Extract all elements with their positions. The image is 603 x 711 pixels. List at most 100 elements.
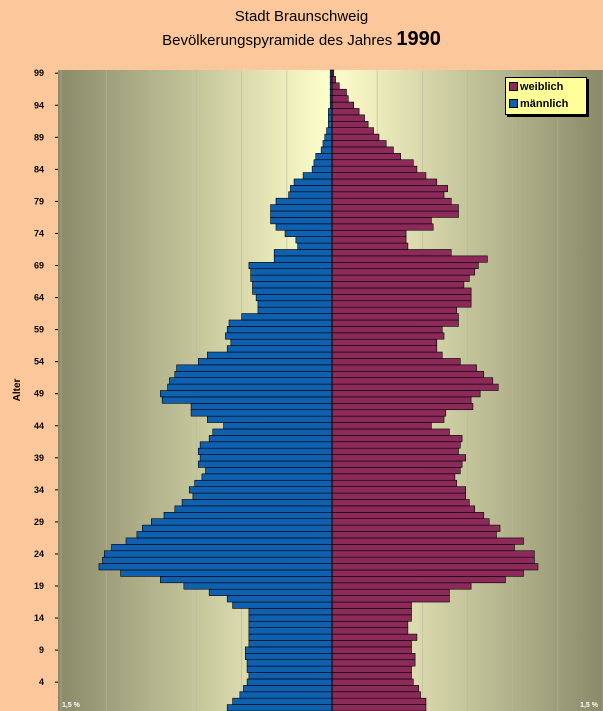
bar-female-age-70 [331, 255, 488, 263]
bar-female-age-24 [331, 550, 535, 558]
bar-female-age-25 [331, 544, 515, 552]
bar-male-age-69 [248, 261, 333, 270]
bar-female-age-79 [331, 197, 452, 205]
bar-female-age-44 [331, 422, 432, 430]
bar-male-age-38 [198, 460, 333, 468]
bar-female-age-90 [331, 127, 374, 135]
bar-male-age-0 [226, 704, 333, 711]
bar-female-age-41 [331, 441, 461, 449]
bar-female-age-64 [331, 294, 472, 302]
bar-female-age-10 [331, 640, 412, 648]
bar-female-age-2 [331, 691, 421, 699]
chart-title-city: Stadt Braunschweig [234, 8, 369, 25]
bar-female-age-16 [331, 601, 412, 609]
bar-female-age-61 [331, 313, 459, 321]
bar-female-age-68 [331, 268, 476, 276]
bar-female-age-14 [331, 614, 412, 622]
bar-female-age-50 [331, 383, 499, 391]
bar-male-age-25 [111, 544, 333, 552]
bar-female-age-19 [331, 582, 472, 590]
legend: weiblich männlich [505, 77, 587, 115]
bar-male-age-12 [248, 627, 333, 635]
y-tick-label: 34 [34, 485, 44, 495]
bar-female-age-72 [331, 242, 409, 250]
bar-male-age-4 [246, 678, 333, 686]
y-tick-label: 94 [34, 100, 44, 110]
bar-female-age-53 [331, 364, 477, 372]
bar-female-age-31 [331, 505, 476, 513]
bar-male-age-45 [207, 415, 333, 423]
bar-male-age-2 [239, 691, 333, 699]
legend-label-female: weiblich [520, 80, 564, 93]
bar-male-age-84 [311, 165, 333, 173]
bar-male-age-61 [241, 313, 333, 321]
bar-male-age-50 [167, 383, 333, 391]
bar-male-age-83 [302, 172, 333, 180]
bar-female-age-89 [331, 133, 380, 141]
bar-female-age-35 [331, 479, 457, 487]
bar-male-age-79 [275, 197, 333, 205]
bar-male-age-39 [199, 454, 333, 462]
bar-female-age-93 [331, 108, 360, 116]
bar-male-age-67 [250, 274, 333, 282]
bar-male-age-72 [297, 242, 333, 250]
y-tick-label: 14 [34, 613, 44, 623]
bar-male-age-55 [207, 351, 333, 359]
bar-male-age-42 [208, 435, 333, 443]
bar-female-age-55 [331, 351, 443, 359]
bar-male-age-26 [125, 537, 333, 545]
bar-female-age-27 [331, 531, 497, 539]
legend-label-male: männlich [520, 97, 569, 110]
bar-female-age-33 [331, 492, 466, 500]
bar-female-age-34 [331, 486, 466, 494]
bar-male-age-88 [322, 140, 333, 148]
bar-male-age-37 [205, 467, 333, 475]
bar-female-age-11 [331, 633, 418, 641]
bar-female-age-80 [331, 191, 445, 199]
bar-male-age-20 [160, 576, 333, 584]
bar-male-age-47 [190, 403, 333, 411]
bar-male-age-14 [248, 614, 333, 622]
y-tick-label: 84 [34, 164, 44, 174]
y-tick-label: 89 [34, 132, 44, 142]
y-tick-label: 44 [34, 421, 44, 431]
bar-female-age-9 [331, 646, 412, 654]
bar-female-age-47 [331, 403, 474, 411]
bar-female-age-94 [331, 101, 354, 109]
bar-male-age-34 [188, 486, 333, 494]
bar-male-age-19 [183, 582, 333, 590]
legend-item-female: weiblich [506, 78, 586, 95]
bar-female-age-42 [331, 435, 463, 443]
bar-male-age-51 [169, 377, 333, 385]
bar-female-age-12 [331, 627, 409, 635]
bar-female-age-49 [331, 390, 481, 398]
bar-male-age-17 [226, 595, 333, 603]
bar-male-age-77 [270, 210, 333, 218]
bar-female-age-18 [331, 588, 450, 596]
bar-male-age-11 [248, 633, 333, 641]
bar-female-age-62 [331, 306, 457, 314]
y-tick-label: 19 [34, 581, 44, 591]
bar-male-age-93 [328, 108, 333, 116]
bar-female-age-26 [331, 537, 524, 545]
bar-male-age-53 [176, 364, 333, 372]
bar-male-age-92 [328, 114, 333, 122]
bar-male-age-66 [252, 281, 333, 289]
bar-female-age-3 [331, 685, 420, 693]
bar-male-age-62 [257, 306, 333, 314]
y-tick-label: 4 [39, 677, 44, 687]
bar-female-age-40 [331, 447, 459, 455]
x-corner-label-right: 1,5 % [580, 702, 599, 709]
bar-female-age-36 [331, 473, 456, 481]
bar-female-age-43 [331, 428, 450, 436]
y-tick-label: 49 [34, 389, 44, 399]
bar-male-age-22 [98, 563, 333, 571]
bar-male-age-60 [228, 319, 333, 327]
bar-male-age-68 [250, 268, 333, 276]
chart-title: Bevölkerungspyramide des Jahres 1990 [0, 28, 603, 51]
bar-female-age-37 [331, 467, 461, 475]
bar-male-age-36 [201, 473, 333, 481]
bar-male-age-49 [160, 390, 333, 398]
bar-female-age-83 [331, 172, 427, 180]
bar-female-age-74 [331, 229, 407, 237]
